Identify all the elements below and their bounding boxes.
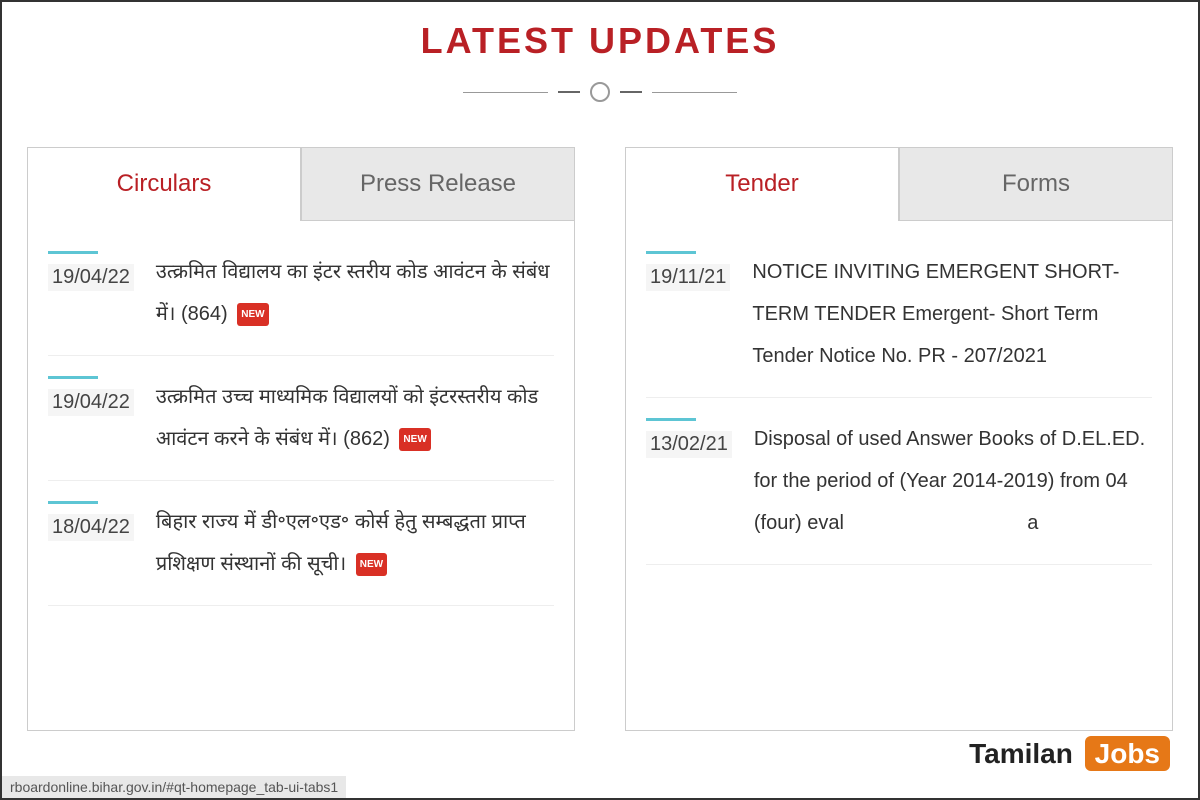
list-item[interactable]: 19/04/22 उत्क्रमित विद्यालय का इंटर स्तरी… [48, 246, 554, 356]
trailing-text: a [844, 512, 1039, 534]
page-title: LATEST UPDATES [2, 20, 1198, 62]
panels-row: Circulars Press Release 19/04/22 उत्क्रमि… [2, 147, 1198, 731]
date-column: 19/11/21 [646, 251, 730, 377]
date-accent-line [646, 418, 696, 421]
tab-press-release[interactable]: Press Release [301, 147, 575, 221]
divider-ornament [2, 82, 1198, 102]
item-date: 19/04/22 [48, 264, 134, 291]
tab-tender[interactable]: Tender [625, 147, 899, 221]
watermark-logo: Tamilan Jobs [969, 738, 1170, 770]
list-item[interactable]: 19/11/21 NOTICE INVITING EMERGENT SHORT-T… [646, 246, 1152, 398]
item-text: उत्क्रमित विद्यालय का इंटर स्तरीय कोड आव… [156, 251, 554, 335]
status-bar-url: rboardonline.bihar.gov.in/#qt-homepage_t… [2, 776, 346, 798]
new-badge: NEW [237, 303, 268, 326]
main-container: LATEST UPDATES Circulars Press Release 1… [0, 0, 1200, 800]
list-item[interactable]: 19/04/22 उत्क्रमित उच्च माध्यमिक विद्यालय… [48, 356, 554, 481]
item-date: 19/11/21 [646, 264, 730, 291]
item-text: NOTICE INVITING EMERGENT SHORT-TERM TEND… [752, 251, 1152, 377]
item-date: 19/04/22 [48, 389, 134, 416]
item-text: बिहार राज्य में डी॰एल॰एड॰ कोर्स हेतु सम्… [156, 501, 554, 585]
list-item[interactable]: 13/02/21 Disposal of used Answer Books of… [646, 398, 1152, 565]
list-item[interactable]: 18/04/22 बिहार राज्य में डी॰एल॰एड॰ कोर्स … [48, 481, 554, 606]
new-badge: NEW [399, 428, 430, 451]
left-panel: Circulars Press Release 19/04/22 उत्क्रमि… [27, 147, 575, 731]
item-date: 13/02/21 [646, 431, 732, 458]
right-panel: Tender Forms 19/11/21 NOTICE INVITING EME… [625, 147, 1173, 731]
tab-circulars[interactable]: Circulars [27, 147, 301, 221]
date-accent-line [48, 376, 98, 379]
date-accent-line [48, 251, 98, 254]
date-column: 19/04/22 [48, 251, 134, 335]
date-column: 13/02/21 [646, 418, 732, 544]
right-content: 19/11/21 NOTICE INVITING EMERGENT SHORT-T… [625, 221, 1173, 731]
new-badge: NEW [356, 553, 387, 576]
item-text: उत्क्रमित उच्च माध्यमिक विद्यालयों को इं… [156, 376, 554, 460]
date-column: 19/04/22 [48, 376, 134, 460]
date-accent-line [48, 501, 98, 504]
item-text: Disposal of used Answer Books of D.EL.ED… [754, 418, 1152, 544]
item-date: 18/04/22 [48, 514, 134, 541]
watermark-suffix: Jobs [1085, 736, 1170, 771]
tab-forms[interactable]: Forms [899, 147, 1173, 221]
left-tabs: Circulars Press Release [27, 147, 575, 221]
right-tabs: Tender Forms [625, 147, 1173, 221]
watermark-brand: Tamilan [969, 738, 1073, 769]
date-accent-line [646, 251, 696, 254]
date-column: 18/04/22 [48, 501, 134, 585]
left-content[interactable]: 19/04/22 उत्क्रमित विद्यालय का इंटर स्तरी… [27, 221, 575, 731]
